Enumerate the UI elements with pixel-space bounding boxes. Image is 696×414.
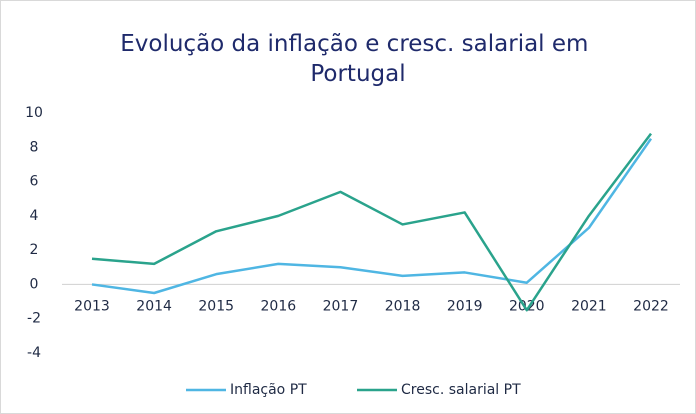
y-tick-label: 2: [30, 242, 39, 258]
legend-label: Cresc. salarial PT: [401, 382, 521, 398]
legend-label: Inflação PT: [230, 382, 307, 398]
x-tick-label: 2015: [198, 298, 234, 314]
y-tick-label: 6: [30, 174, 39, 190]
y-tick-label: 10: [25, 105, 43, 121]
y-tick-label: 0: [30, 276, 39, 292]
x-tick-label: 2016: [261, 298, 297, 314]
x-tick-label: 2022: [633, 298, 669, 314]
line-series: [91, 132, 652, 312]
y-tick-label: 4: [30, 208, 39, 224]
x-tick-label: 2018: [385, 298, 421, 314]
y-tick-label: -4: [27, 345, 41, 361]
line-series: [91, 137, 653, 295]
x-tick-label: 2013: [74, 298, 110, 314]
x-tick-label: 2019: [447, 298, 483, 314]
y-tick-label: -2: [27, 311, 41, 327]
x-tick-label: 2020: [509, 298, 545, 314]
x-tick-label: 2021: [571, 298, 607, 314]
y-tick-label: 8: [30, 139, 39, 155]
x-tick-label: 2014: [136, 298, 172, 314]
chart-title: Evolução da inflação e cresc. salarial e…: [120, 31, 596, 87]
x-tick-label: 2017: [323, 298, 359, 314]
